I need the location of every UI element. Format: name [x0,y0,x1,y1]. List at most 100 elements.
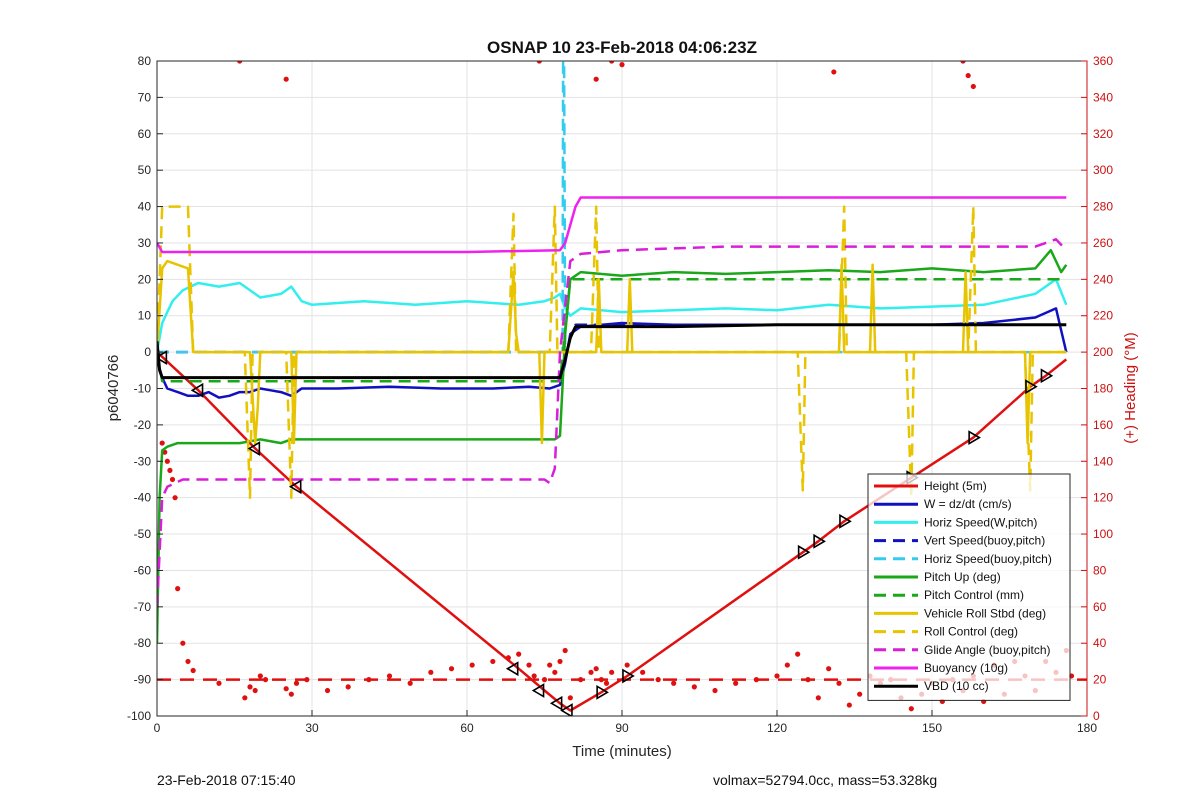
legend-entry: Horiz Speed(W,pitch) [924,515,1037,529]
heading-point [815,695,821,701]
heading-point [324,687,331,694]
heading-point [908,706,914,712]
y2-tick-label: 280 [1093,200,1113,214]
heading-point [826,666,832,672]
heading-point [609,61,615,64]
direction-mark [596,684,609,700]
x-tick-label: 60 [460,721,474,735]
y2-tick-label: 60 [1093,600,1107,614]
heading-point [603,680,610,686]
heading-point [552,669,558,675]
y-tick-label: -70 [134,600,152,614]
x-tick-label: 150 [922,721,942,735]
heading-point [407,680,413,686]
y2-tick-label: 340 [1093,90,1113,104]
heading-point [283,76,289,82]
y2-tick-label: 0 [1093,709,1100,723]
y-tick-label: -30 [134,454,152,468]
legend-entry: Pitch Up (deg) [924,570,1001,584]
heading-point [257,673,263,679]
direction-mark [813,533,826,549]
series-line-11 [157,323,1067,380]
series-layer [157,61,1068,712]
heading-point [536,61,542,64]
heading-point [965,72,971,79]
heading-point [691,684,697,690]
heading-point [262,677,269,683]
direction-marks [157,350,1054,716]
heading-point [490,658,496,665]
legend-entry: VBD (10 cc) [924,679,989,693]
heading-point [970,83,976,90]
series-line-2 [157,278,1068,353]
chart-title: OSNAP 10 23-Feb-2018 04:06:23Z [487,38,757,57]
heading-point [516,651,522,657]
y2-tick-label: 360 [1093,54,1113,68]
direction-mark [839,513,852,529]
legend-entry: W = dz/dt (cm/s) [924,497,1012,511]
heading-point [167,467,173,473]
heading-point [247,684,253,690]
heading-point [345,684,351,690]
y2-tick-label: 80 [1093,563,1107,577]
series-line-5 [157,248,1068,644]
heading-point [469,662,475,668]
y2-tick-label: 40 [1093,636,1107,650]
x-tick-label: 120 [767,721,787,735]
heading-point [593,76,599,82]
heading-point [164,458,170,464]
heading-point [640,669,646,675]
legend: Height (5m) W = dz/dt (cm/s) Horiz Speed(W… [867,473,1071,701]
heading-point [242,695,248,701]
heading-point [567,695,573,701]
direction-mark [797,544,811,560]
heading-point [624,662,630,668]
legend-entry: Buoyancy (10g) [924,661,1008,675]
heading-point [531,673,537,679]
y2-tick-label: 200 [1093,345,1113,359]
y2-tick-label: 120 [1093,491,1113,505]
y2-tick-label: 100 [1093,527,1113,541]
heading-point [960,61,966,64]
series-line-8 [157,205,1067,499]
heading-point [671,680,677,686]
heading-point [795,651,801,657]
heading-point [562,647,568,654]
y2-tick-label: 260 [1093,236,1113,250]
y-tick-label: 0 [144,345,151,359]
heading-point [836,680,842,686]
heading-point [237,61,243,64]
legend-entry: Vehicle Roll Stbd (deg) [924,606,1046,620]
heading-point [386,673,393,679]
direction-mark [247,441,261,456]
heading-point [784,662,790,668]
heading-point [190,667,196,674]
heading-point [180,640,186,646]
direction-mark [531,683,545,698]
heading-point [252,687,258,694]
y-tick-label: -80 [134,636,152,650]
y-axis-left: -100-90-80-70-60-50-40-30-20-10010203040… [127,54,163,723]
heading-point [588,669,594,675]
x-axis: 0 30 60 90 120 150 180 [154,710,1097,735]
heading-point [175,586,181,592]
y-tick-label: -90 [134,673,152,687]
y2-tick-label: 20 [1093,673,1107,687]
y-tick-label: 80 [138,54,152,68]
heading-point [216,680,222,686]
y2-tick-label: 320 [1093,127,1113,141]
direction-mark [560,703,573,716]
x-tick-label: 180 [1077,721,1097,735]
heading-point [619,62,625,68]
direction-mark [1040,368,1054,384]
heading-point [831,69,837,75]
legend-entry: Horiz Speed(buoy,pitch) [924,552,1052,566]
legend-entry: Pitch Control (mm) [924,588,1024,602]
y-tick-label: -50 [134,527,152,541]
y2-tick-label: 220 [1093,309,1113,323]
y2-axis-label: (+) Heading (°M) [1122,332,1139,443]
legend-entry: Roll Control (deg) [924,625,1018,639]
heading-point [557,658,563,665]
heading-point [288,691,294,697]
